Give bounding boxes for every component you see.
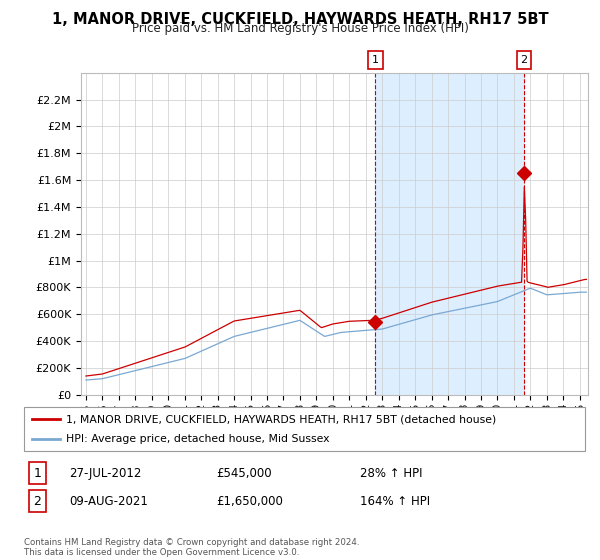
Bar [376, 73, 524, 395]
Text: 1, MANOR DRIVE, CUCKFIELD, HAYWARDS HEATH, RH17 5BT (detached house): 1, MANOR DRIVE, CUCKFIELD, HAYWARDS HEAT… [66, 414, 496, 424]
Text: 1, MANOR DRIVE, CUCKFIELD, HAYWARDS HEATH, RH17 5BT: 1, MANOR DRIVE, CUCKFIELD, HAYWARDS HEAT… [52, 12, 548, 27]
FancyBboxPatch shape [24, 407, 585, 451]
Text: 09-AUG-2021: 09-AUG-2021 [69, 494, 148, 508]
Text: 1: 1 [34, 466, 41, 480]
Text: 28% ↑ HPI: 28% ↑ HPI [360, 466, 422, 480]
Text: HPI: Average price, detached house, Mid Sussex: HPI: Average price, detached house, Mid … [66, 433, 329, 444]
Text: 27-JUL-2012: 27-JUL-2012 [69, 466, 142, 480]
Text: £545,000: £545,000 [216, 466, 272, 480]
Text: 2: 2 [34, 494, 41, 508]
Text: Price paid vs. HM Land Registry's House Price Index (HPI): Price paid vs. HM Land Registry's House … [131, 22, 469, 35]
Text: 164% ↑ HPI: 164% ↑ HPI [360, 494, 430, 508]
Text: 2: 2 [520, 55, 527, 65]
Text: 1: 1 [372, 55, 379, 65]
Text: Contains HM Land Registry data © Crown copyright and database right 2024.
This d: Contains HM Land Registry data © Crown c… [24, 538, 359, 557]
Text: £1,650,000: £1,650,000 [216, 494, 283, 508]
